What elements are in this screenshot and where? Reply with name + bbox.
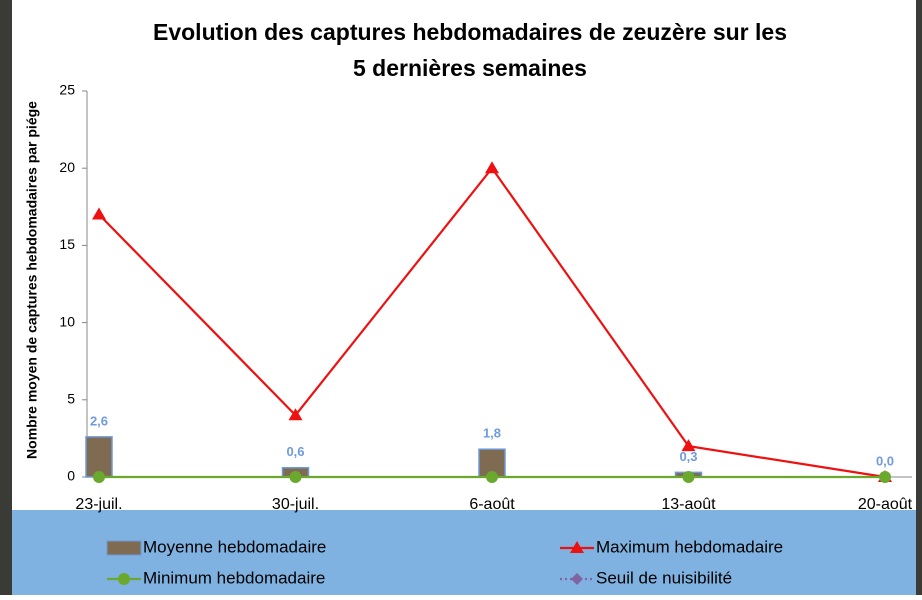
legend-swatch [107,541,141,555]
x-tick-label: 20-août [858,496,913,513]
y-tick-label: 15 [59,236,75,252]
y-tick-label: 0 [67,468,75,484]
value-label: 1,8 [483,426,501,441]
value-label: 0,6 [286,444,304,459]
legend-label: Minimum hebdomadaire [143,568,325,587]
x-tick-label: 23-juil. [75,496,122,513]
legend-marker [118,573,130,585]
bar [86,437,112,477]
marker [879,471,891,483]
y-tick-label: 25 [59,82,75,98]
value-label: 0,0 [876,453,894,468]
legend-label: Seuil de nuisibilité [596,568,732,587]
marker [486,471,498,483]
y-tick-label: 20 [59,159,75,175]
marker [290,471,302,483]
legend-label: Maximum hebdomadaire [596,537,783,556]
chart: Evolution des captures hebdomadaires de … [0,0,922,595]
x-tick-label: 13-août [661,496,716,513]
chart-title: Evolution des captures hebdomadaires de … [153,19,787,45]
y-tick-label: 5 [67,391,75,407]
x-tick-label: 30-juil. [272,496,319,513]
chart-title: 5 dernières semaines [353,55,587,81]
x-tick-label: 6-août [469,496,515,513]
y-tick-label: 10 [59,313,75,329]
marker [93,471,105,483]
y-axis-label: Nombre moyen de captures hebdomadaires p… [24,101,40,459]
legend-label: Moyenne hebdomadaire [143,537,326,556]
value-label: 2,6 [90,413,108,428]
marker [683,471,695,483]
